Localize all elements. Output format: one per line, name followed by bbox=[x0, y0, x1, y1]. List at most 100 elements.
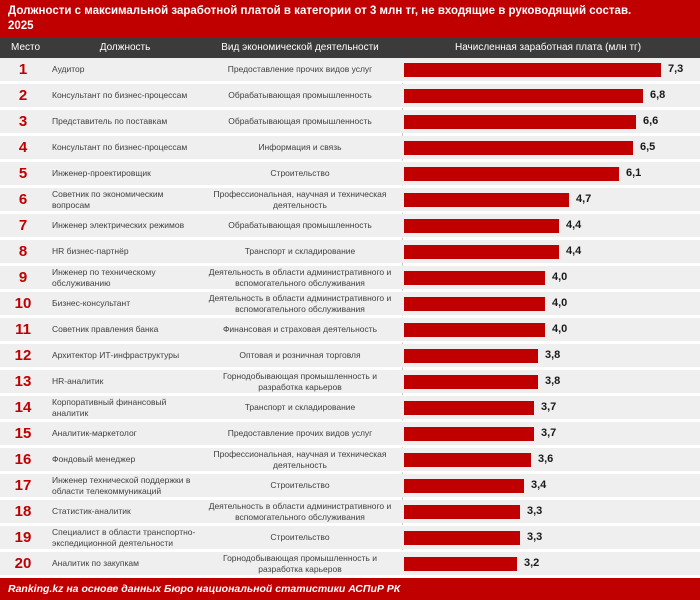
rank-value: 12 bbox=[14, 346, 32, 364]
bar-cell: 3,8 bbox=[396, 344, 700, 367]
bar-cell: 3,7 bbox=[396, 396, 700, 419]
salary-bar bbox=[404, 374, 538, 389]
salary-value-label: 6,8 bbox=[650, 88, 666, 101]
bar-cell: 4,7 bbox=[396, 188, 700, 211]
salary-value-label: 3,7 bbox=[541, 426, 557, 439]
activity-label: Деятельность в области административного… bbox=[208, 267, 392, 288]
salary-value-label: 6,6 bbox=[643, 114, 659, 127]
table-row: 20 Аналитик по закупкам Горнодобывающая … bbox=[0, 552, 700, 575]
column-header-salary: Начисленная заработная плата (млн тг) bbox=[454, 42, 642, 53]
page-title-year: 2025 bbox=[8, 20, 34, 32]
salary-bar bbox=[404, 322, 545, 337]
table-row: 15 Аналитик-маркетолог Предоставление пр… bbox=[0, 422, 700, 445]
bar-cell: 6,1 bbox=[396, 162, 700, 185]
activity-label: Строительство bbox=[270, 480, 330, 491]
source-footer: Ranking.kz на основе данных Бюро национа… bbox=[0, 578, 700, 600]
salary-value-label: 4,0 bbox=[552, 270, 568, 283]
column-header-position: Должность bbox=[99, 42, 151, 53]
bar-cell: 3,3 bbox=[396, 526, 700, 549]
rank-value: 13 bbox=[14, 372, 32, 390]
position-label: Специалист в области транспортно-экспеди… bbox=[52, 527, 196, 548]
salary-value-label: 3,3 bbox=[527, 530, 543, 543]
position-label: Инженер-проектировщик bbox=[52, 168, 151, 179]
salary-bar bbox=[404, 62, 661, 77]
bar-axis-line bbox=[402, 58, 403, 575]
activity-label: Горнодобывающая промышленность и разрабо… bbox=[223, 371, 377, 392]
rank-value: 11 bbox=[15, 320, 31, 338]
table-row: 4 Консультант по бизнес-процессам Информ… bbox=[0, 136, 700, 159]
salary-value-label: 3,8 bbox=[545, 348, 561, 361]
salary-bar bbox=[404, 348, 538, 363]
bar-cell: 3,6 bbox=[396, 448, 700, 471]
activity-label: Деятельность в области административного… bbox=[208, 501, 392, 522]
salary-bar bbox=[404, 452, 531, 467]
position-label: Инженер электрических режимов bbox=[52, 220, 185, 231]
salary-bar bbox=[404, 140, 633, 155]
position-label: Аудитор bbox=[52, 64, 85, 75]
rank-value: 15 bbox=[14, 424, 32, 442]
rank-value: 19 bbox=[14, 528, 32, 546]
table-row: 6 Советник по экономическим вопросам Про… bbox=[0, 188, 700, 211]
salary-bar bbox=[404, 478, 524, 493]
table-row: 2 Консультант по бизнес-процессам Обраба… bbox=[0, 84, 700, 107]
table-row: 5 Инженер-проектировщик Строительство 6,… bbox=[0, 162, 700, 185]
rank-value: 7 bbox=[18, 216, 28, 234]
salary-bar bbox=[404, 530, 520, 545]
salary-bar bbox=[404, 270, 545, 285]
bar-cell: 3,3 bbox=[396, 500, 700, 523]
activity-label: Обрабатывающая промышленность bbox=[228, 90, 372, 101]
title-band: Должности с максимальной заработной плат… bbox=[0, 0, 700, 37]
activity-label: Оптовая и розничная торговля bbox=[239, 350, 361, 361]
salary-value-label: 6,5 bbox=[640, 140, 656, 153]
salary-bar bbox=[404, 192, 569, 207]
bar-cell: 4,0 bbox=[396, 266, 700, 289]
table-row: 16 Фондовый менеджер Профессиональная, н… bbox=[0, 448, 700, 471]
table-row: 12 Архитектор ИТ-инфраструктуры Оптовая … bbox=[0, 344, 700, 367]
salary-value-label: 4,7 bbox=[576, 192, 592, 205]
bar-cell: 4,0 bbox=[396, 318, 700, 341]
salary-bar bbox=[404, 426, 534, 441]
table-row: 11 Советник правления банка Финансовая и… bbox=[0, 318, 700, 341]
activity-label: Информация и связь bbox=[258, 142, 342, 153]
activity-label: Предоставление прочих видов услуг bbox=[227, 64, 373, 75]
salary-bar bbox=[404, 296, 545, 311]
table-header-row: Место Должность Вид экономической деятел… bbox=[0, 37, 700, 58]
salary-value-label: 3,7 bbox=[541, 400, 557, 413]
table-row: 17 Инженер технической поддержки в облас… bbox=[0, 474, 700, 497]
activity-label: Горнодобывающая промышленность и разрабо… bbox=[223, 553, 377, 574]
column-header-activity: Вид экономической деятельности bbox=[221, 42, 379, 53]
salary-value-label: 4,0 bbox=[552, 322, 568, 335]
position-label: Инженер по техническому обслуживанию bbox=[52, 267, 156, 288]
salary-value-label: 3,2 bbox=[524, 556, 540, 569]
activity-label: Строительство bbox=[270, 532, 330, 543]
rank-value: 5 bbox=[18, 164, 28, 182]
rank-value: 10 bbox=[14, 294, 32, 312]
table-row: 10 Бизнес-консультант Деятельность в обл… bbox=[0, 292, 700, 315]
bar-cell: 7,3 bbox=[396, 58, 700, 81]
bar-cell: 6,6 bbox=[396, 110, 700, 133]
rank-value: 20 bbox=[14, 554, 32, 572]
position-label: Инженер технической поддержки в области … bbox=[52, 475, 191, 496]
activity-label: Обрабатывающая промышленность bbox=[228, 220, 372, 231]
activity-label: Предоставление прочих видов услуг bbox=[227, 428, 373, 439]
activity-label: Деятельность в области административного… bbox=[208, 293, 392, 314]
salary-bar bbox=[404, 88, 643, 103]
activity-label: Строительство bbox=[270, 168, 330, 179]
rank-value: 17 bbox=[14, 476, 32, 494]
page-title: Должности с максимальной заработной плат… bbox=[8, 5, 632, 17]
salary-bar bbox=[404, 166, 619, 181]
bar-cell: 6,5 bbox=[396, 136, 700, 159]
salary-value-label: 3,6 bbox=[538, 452, 554, 465]
table-row: 14 Корпоративный финансовый аналитик Тра… bbox=[0, 396, 700, 419]
salary-value-label: 7,3 bbox=[668, 62, 684, 75]
salary-value-label: 4,4 bbox=[566, 218, 582, 231]
table-row: 9 Инженер по техническому обслуживанию Д… bbox=[0, 266, 700, 289]
rank-value: 2 bbox=[18, 86, 28, 104]
position-label: Фондовый менеджер bbox=[52, 454, 136, 465]
bar-cell: 3,8 bbox=[396, 370, 700, 393]
bar-cell: 4,0 bbox=[396, 292, 700, 315]
rank-value: 16 bbox=[14, 450, 32, 468]
bar-cell: 3,2 bbox=[396, 552, 700, 575]
salary-bar bbox=[404, 244, 559, 259]
bar-cell: 3,7 bbox=[396, 422, 700, 445]
